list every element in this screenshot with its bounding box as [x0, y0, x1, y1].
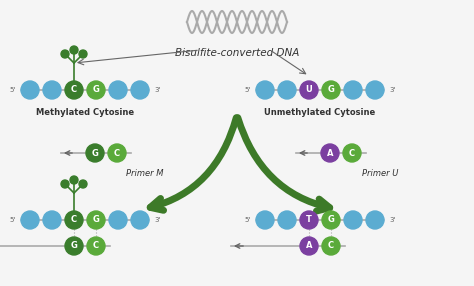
Text: G: G: [328, 86, 335, 94]
Text: 3': 3': [154, 87, 160, 93]
Circle shape: [79, 180, 87, 188]
Text: Methylated Cytosine: Methylated Cytosine: [36, 108, 134, 117]
Text: C: C: [328, 241, 334, 251]
Text: C: C: [349, 148, 355, 158]
Text: C: C: [93, 241, 99, 251]
Circle shape: [86, 144, 104, 162]
Circle shape: [256, 211, 274, 229]
Circle shape: [322, 81, 340, 99]
Circle shape: [87, 211, 105, 229]
Text: G: G: [328, 215, 335, 225]
Text: U: U: [306, 86, 312, 94]
Circle shape: [70, 46, 78, 54]
Text: C: C: [71, 215, 77, 225]
Circle shape: [256, 81, 274, 99]
Circle shape: [65, 237, 83, 255]
Text: Unmethylated Cytosine: Unmethylated Cytosine: [264, 108, 375, 117]
Circle shape: [278, 81, 296, 99]
Circle shape: [61, 180, 69, 188]
Circle shape: [344, 81, 362, 99]
Text: 3': 3': [389, 87, 395, 93]
Text: 5': 5': [10, 217, 16, 223]
Text: G: G: [91, 148, 99, 158]
Text: 3': 3': [154, 217, 160, 223]
Text: G: G: [92, 215, 100, 225]
Text: G: G: [92, 86, 100, 94]
Circle shape: [322, 211, 340, 229]
Circle shape: [321, 144, 339, 162]
Circle shape: [300, 237, 318, 255]
Circle shape: [109, 81, 127, 99]
Circle shape: [322, 237, 340, 255]
Circle shape: [108, 144, 126, 162]
Circle shape: [131, 81, 149, 99]
Text: Bisulfite-converted DNA: Bisulfite-converted DNA: [175, 48, 299, 58]
Circle shape: [21, 211, 39, 229]
Text: Primer U: Primer U: [362, 169, 398, 178]
Text: C: C: [71, 86, 77, 94]
Circle shape: [43, 81, 61, 99]
Circle shape: [87, 237, 105, 255]
Circle shape: [79, 50, 87, 58]
Circle shape: [43, 211, 61, 229]
Circle shape: [344, 211, 362, 229]
Circle shape: [87, 81, 105, 99]
Text: 5': 5': [10, 87, 16, 93]
Circle shape: [65, 81, 83, 99]
Circle shape: [109, 211, 127, 229]
Text: A: A: [327, 148, 333, 158]
Text: 5': 5': [245, 217, 251, 223]
Circle shape: [366, 211, 384, 229]
Circle shape: [300, 81, 318, 99]
Text: T: T: [306, 215, 312, 225]
Text: 3': 3': [389, 217, 395, 223]
Circle shape: [65, 211, 83, 229]
Circle shape: [70, 176, 78, 184]
Text: A: A: [306, 241, 312, 251]
Text: Primer M: Primer M: [126, 169, 164, 178]
Circle shape: [366, 81, 384, 99]
Circle shape: [343, 144, 361, 162]
Text: C: C: [114, 148, 120, 158]
Circle shape: [278, 211, 296, 229]
Circle shape: [131, 211, 149, 229]
Text: G: G: [71, 241, 77, 251]
Circle shape: [61, 50, 69, 58]
Text: 5': 5': [245, 87, 251, 93]
Circle shape: [300, 211, 318, 229]
Circle shape: [21, 81, 39, 99]
